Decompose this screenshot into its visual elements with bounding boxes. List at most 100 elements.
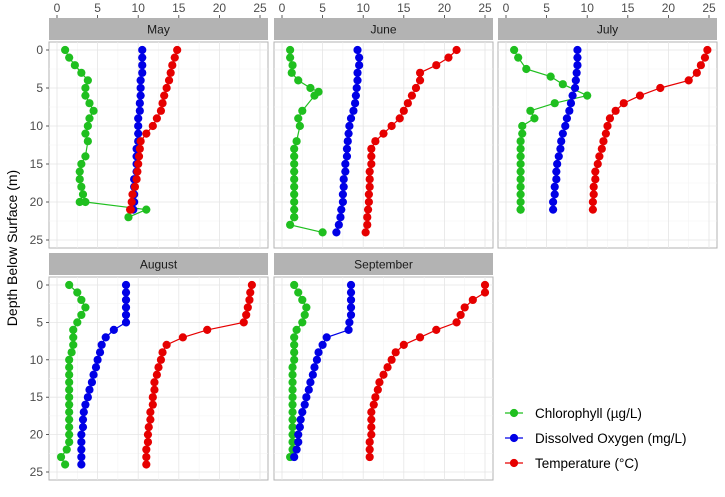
- data-point-chl: [288, 430, 297, 439]
- data-point-temp: [395, 114, 404, 123]
- data-point-temp: [452, 45, 461, 55]
- y-tick-label: 0: [36, 278, 43, 292]
- data-point-do: [341, 167, 350, 176]
- data-point-temp: [125, 205, 135, 214]
- data-point-temp: [134, 152, 144, 161]
- data-point-temp: [162, 340, 171, 349]
- x-tick-label: 5: [543, 1, 550, 15]
- data-point-do: [550, 190, 559, 199]
- data-point-temp: [696, 61, 705, 70]
- data-point-do: [550, 182, 559, 191]
- data-point-temp: [692, 68, 701, 77]
- x-tick-label: 0: [503, 1, 510, 15]
- data-point-temp: [246, 288, 255, 297]
- y-tick-label: 5: [36, 81, 43, 95]
- data-point-temp: [134, 159, 143, 169]
- data-point-do: [342, 152, 352, 161]
- data-point-chl: [516, 137, 525, 146]
- data-point-do: [339, 175, 348, 184]
- data-point-do: [292, 445, 301, 454]
- data-point-chl: [522, 64, 531, 74]
- data-point-chl: [292, 137, 301, 146]
- data-point-do: [101, 333, 110, 342]
- data-point-chl: [65, 355, 74, 364]
- data-point-do: [556, 144, 565, 153]
- legend-key-marker: [509, 408, 519, 418]
- y-axis-title: Depth Below Surface (m): [4, 170, 20, 326]
- y-tick-label: 10: [30, 119, 44, 133]
- data-point-temp: [154, 363, 163, 372]
- data-point-temp: [363, 220, 372, 229]
- data-point-do: [554, 152, 563, 161]
- legend-label-do: Dissolved Oxygen (mg/L): [535, 431, 687, 446]
- data-point-temp: [460, 303, 469, 312]
- data-point-chl: [286, 53, 295, 62]
- x-tick-label: 10: [357, 1, 371, 15]
- data-point-do: [121, 280, 131, 290]
- data-point-do: [562, 114, 572, 123]
- facet-strip-label: September: [354, 258, 413, 272]
- data-point-temp: [170, 53, 179, 62]
- data-point-chl: [142, 205, 151, 214]
- data-point-temp: [143, 437, 153, 447]
- data-point-chl: [310, 91, 319, 100]
- data-point-temp: [365, 452, 374, 462]
- y-tick-label: 20: [30, 195, 44, 209]
- x-tick-label: 25: [702, 1, 716, 15]
- facet-strip: [274, 18, 493, 40]
- data-point-chl: [546, 72, 555, 81]
- data-point-do: [558, 129, 567, 138]
- data-point-chl: [306, 83, 315, 93]
- data-point-temp: [383, 363, 392, 372]
- x-tick-label: 20: [662, 1, 676, 15]
- data-point-do: [552, 175, 561, 184]
- data-point-temp: [452, 318, 461, 327]
- data-point-temp: [166, 68, 175, 77]
- data-point-temp: [130, 182, 140, 191]
- data-point-temp: [369, 400, 378, 409]
- data-point-do: [318, 340, 327, 349]
- data-point-chl: [288, 363, 297, 372]
- data-point-chl: [290, 190, 299, 199]
- data-point-chl: [81, 197, 90, 207]
- data-point-do: [346, 114, 356, 123]
- data-point-do: [548, 205, 558, 214]
- data-point-do: [77, 460, 86, 469]
- data-point-chl: [298, 318, 307, 327]
- data-point-temp: [243, 303, 252, 312]
- data-point-chl: [290, 152, 299, 161]
- data-point-do: [136, 91, 145, 100]
- data-point-chl: [302, 303, 311, 312]
- data-point-do: [91, 363, 101, 372]
- data-point-chl: [526, 106, 535, 115]
- data-point-chl: [290, 355, 299, 364]
- data-point-temp: [367, 152, 376, 161]
- data-point-chl: [288, 378, 297, 387]
- data-point-do: [310, 363, 319, 372]
- data-point-do: [300, 400, 309, 409]
- data-point-temp: [387, 355, 396, 364]
- x-tick-label: 10: [132, 1, 146, 15]
- data-point-chl: [298, 295, 307, 305]
- data-point-chl: [290, 197, 299, 207]
- legend-key-marker: [509, 433, 519, 443]
- data-point-temp: [371, 393, 380, 402]
- data-point-temp: [367, 408, 376, 417]
- x-tick-label: 5: [94, 1, 101, 15]
- data-point-temp: [148, 393, 157, 402]
- data-point-chl: [286, 220, 295, 229]
- data-point-chl: [83, 137, 92, 146]
- data-point-chl: [290, 340, 299, 349]
- data-point-do: [557, 137, 566, 146]
- data-point-do: [334, 220, 343, 229]
- data-point-chl: [514, 53, 523, 62]
- data-point-chl: [65, 430, 74, 439]
- data-point-do: [97, 340, 106, 349]
- data-point-temp: [146, 408, 155, 417]
- data-point-do: [304, 385, 313, 394]
- facet-strip-label: August: [140, 258, 178, 272]
- panel-july: July 0 5 10 15 20 25: [497, 1, 718, 249]
- data-point-temp: [150, 378, 159, 387]
- y-tick-label: 5: [36, 315, 43, 329]
- data-point-temp: [603, 121, 612, 131]
